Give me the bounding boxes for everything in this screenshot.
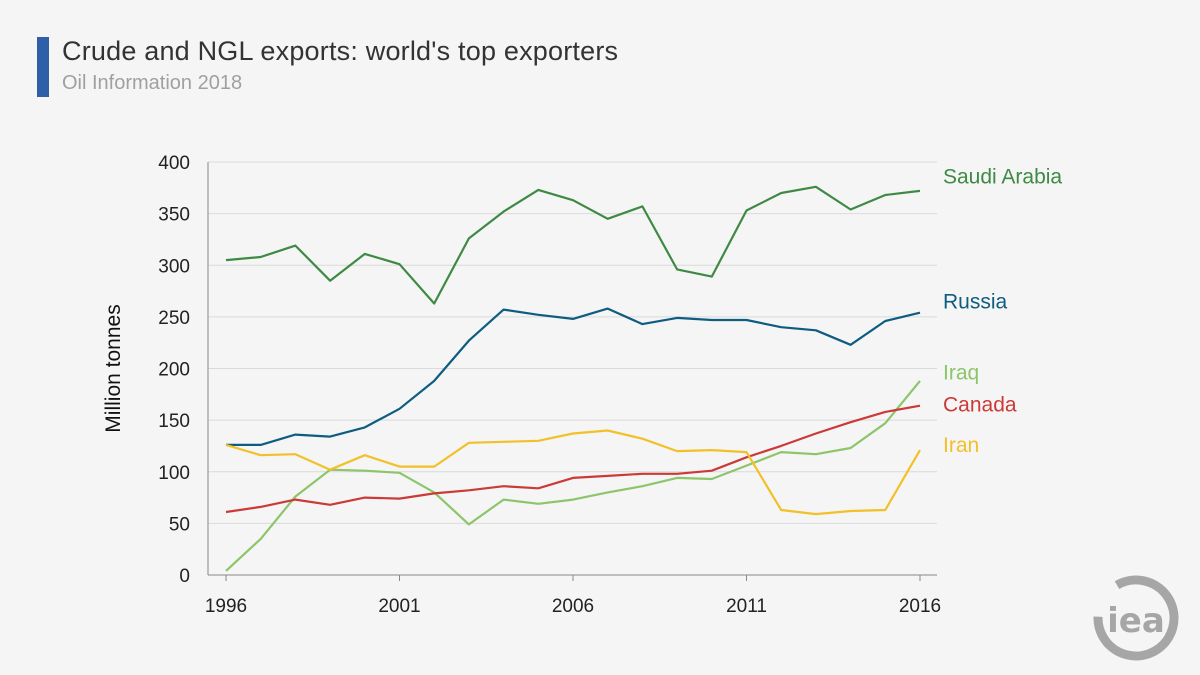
x-tick-label: 2016 xyxy=(899,596,941,617)
axes xyxy=(207,162,937,581)
y-tick-label: 150 xyxy=(158,411,190,432)
series-label-iraq: Iraq xyxy=(943,362,979,385)
x-tick-label: 2011 xyxy=(726,596,767,617)
y-tick-label: 300 xyxy=(158,256,190,277)
title-accent-bar xyxy=(37,37,49,97)
iea-logo: iea xyxy=(1093,575,1179,661)
x-tick-labels: 1996 2001 2006 2011 2016 xyxy=(205,596,941,617)
gridlines xyxy=(208,161,937,524)
chart-subtitle: Oil Information 2018 xyxy=(62,72,243,94)
series-label-saudi-arabia: Saudi Arabia xyxy=(943,165,1062,188)
logo-text: iea xyxy=(1107,601,1165,641)
series-line-iraq xyxy=(225,380,921,572)
y-tick-label: 50 xyxy=(169,514,190,535)
series-lines xyxy=(225,185,921,572)
series-label-russia: Russia xyxy=(943,290,1008,313)
y-axis-title: Million tonnes xyxy=(102,304,125,432)
series-label-iran: Iran xyxy=(943,434,979,457)
series-line-iran xyxy=(225,429,921,516)
y-tick-label: 350 xyxy=(158,205,190,226)
logo-ring xyxy=(1093,575,1179,661)
y-tick-label: 200 xyxy=(158,360,190,381)
y-tick-label: 400 xyxy=(158,153,190,174)
x-tick-label: 2001 xyxy=(378,596,420,617)
chart-title: Crude and NGL exports: world's top expor… xyxy=(62,36,619,66)
series-line-saudi-arabia xyxy=(225,185,921,305)
y-tick-label: 0 xyxy=(179,566,190,587)
x-tick-label: 2006 xyxy=(552,596,594,617)
y-tick-label: 250 xyxy=(158,308,190,329)
series-label-canada: Canada xyxy=(943,394,1017,417)
x-tick-label: 1996 xyxy=(205,596,247,617)
y-tick-label: 100 xyxy=(158,463,190,484)
series-line-canada xyxy=(225,404,921,514)
series-labels: Saudi Arabia Russia Iraq Canada Iran xyxy=(943,165,1062,456)
series-line-russia xyxy=(226,307,921,446)
y-tick-labels: 0 50 100 150 200 250 300 350 400 xyxy=(158,153,190,587)
